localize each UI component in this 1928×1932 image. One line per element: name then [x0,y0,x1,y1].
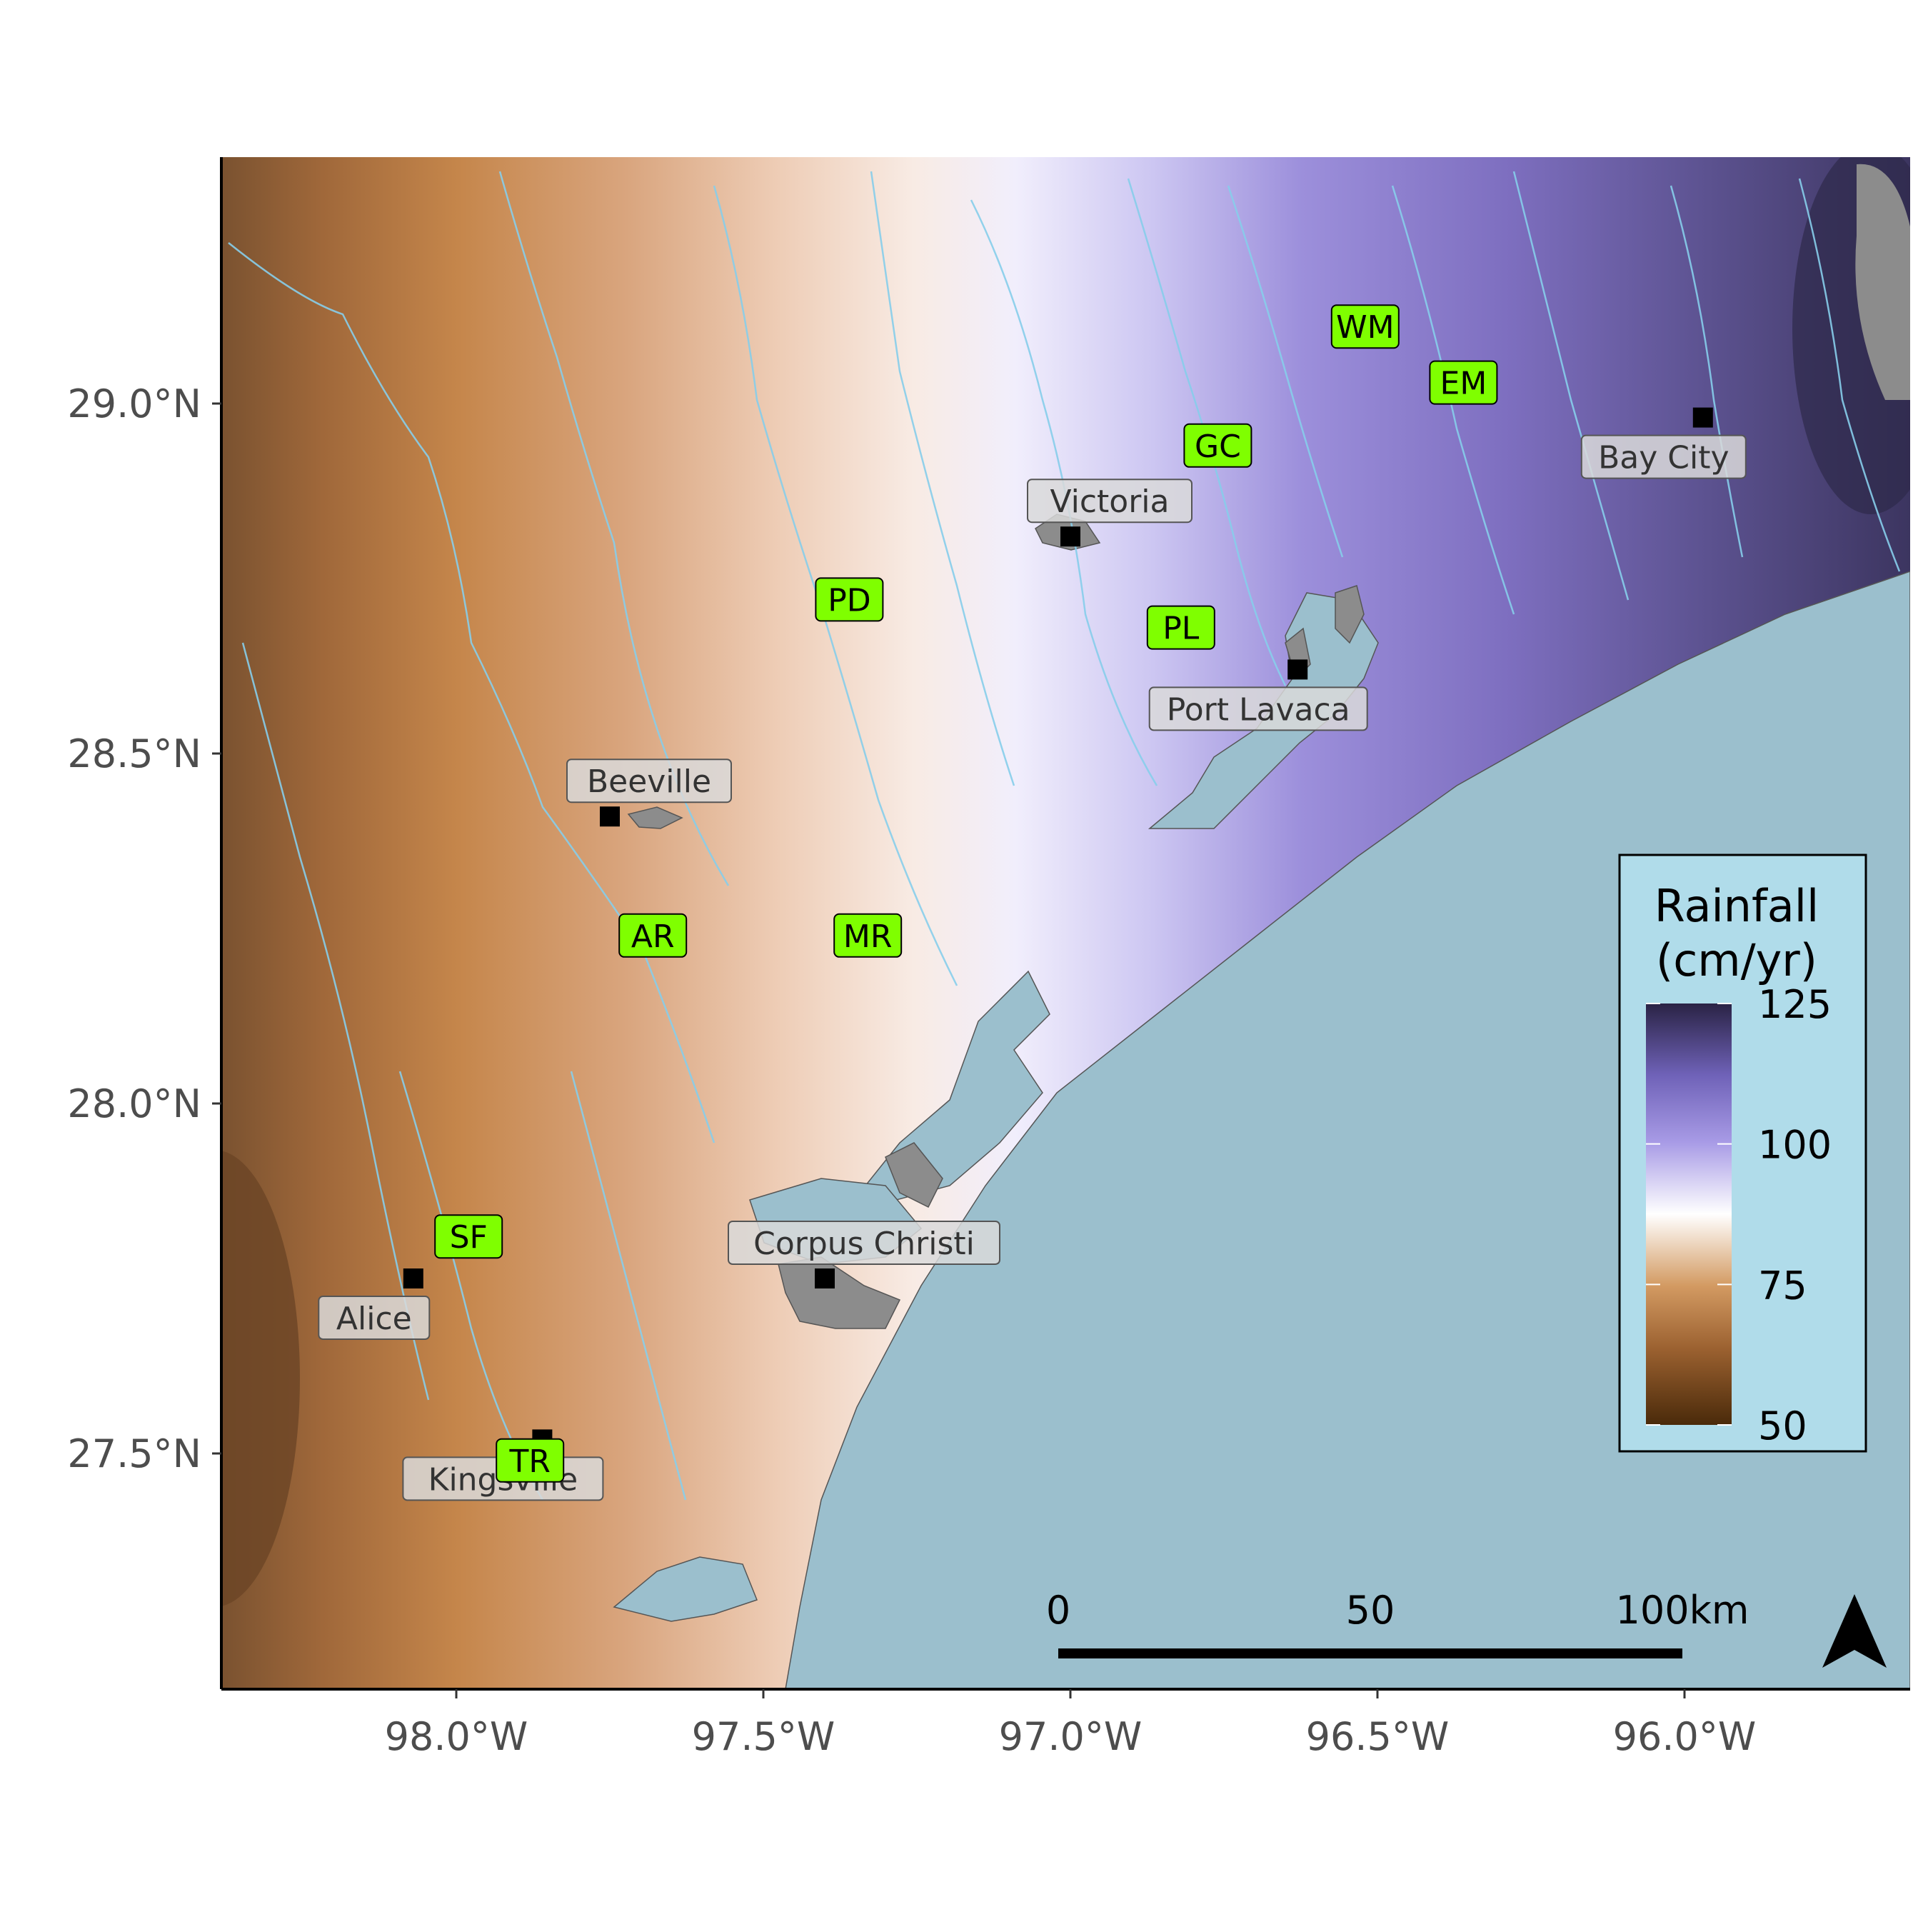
river-network [228,171,1901,1501]
y-tick-label: 28.5°N [67,731,201,776]
city-label: Port Lavaca [1148,686,1368,731]
station-label: PD [815,577,884,622]
station-code: SF [450,1219,488,1256]
city-marker [600,806,620,827]
city-marker [1287,659,1308,680]
station-code: MR [843,919,893,955]
station-label: AR [618,913,688,958]
city-label: Corpus Christi [728,1221,1000,1265]
legend-tick-label: 100 [1758,1123,1832,1168]
x-tick-label: 96.0°W [1613,1714,1757,1759]
legend-colorbar [1646,1003,1732,1425]
bay-water [613,1556,758,1622]
station-label: PL [1146,605,1215,650]
city-name: Corpus Christi [753,1226,975,1262]
urban-area [885,1142,943,1208]
legend-tick-label: 50 [1758,1403,1807,1448]
city-label: Victoria [1027,479,1193,524]
station-code: PL [1163,611,1200,647]
city-marker [1060,526,1080,547]
scale-label-100km: 100km [1616,1588,1749,1633]
city-label: Alice [318,1296,431,1340]
station-code: TR [508,1443,550,1480]
y-axis-ticks: 29.0°N 28.5°N 28.0°N 27.5°N [67,381,221,1476]
legend-tick-label: 125 [1758,982,1832,1027]
station-code: WM [1336,309,1394,346]
station-label: TR [496,1438,565,1483]
station-code: AR [631,919,675,955]
city-marker [403,1268,423,1288]
x-tick-label: 96.5°W [1306,1714,1450,1759]
station-label: SF [434,1214,503,1259]
x-axis-ticks: 98.0°W 97.5°W 97.0°W 96.5°W 96.0°W [385,1689,1757,1759]
legend-title: Rainfall [1655,880,1819,932]
city-label: Bay City [1580,434,1747,479]
station-labels: WM EM GC PD PL AR MR SF TR [434,304,1498,1483]
x-tick-label: 98.0°W [385,1714,528,1759]
y-tick-label: 28.0°N [67,1081,201,1126]
city-marker [815,1268,835,1288]
city-name: Victoria [1050,484,1170,520]
y-tick-label: 27.5°N [67,1431,201,1476]
scale-label-0: 0 [1046,1588,1070,1633]
north-arrow-icon [1822,1594,1887,1668]
city-label: Beeville [566,759,732,804]
station-code: EM [1440,366,1487,402]
city-marker [1692,407,1713,428]
legend-ticks: 125 100 75 50 [1646,982,1832,1448]
x-tick-label: 97.0°W [999,1714,1143,1759]
station-label: GC [1183,423,1252,468]
y-tick-label: 29.0°N [67,381,201,426]
legend-subtitle: (cm/yr) [1656,934,1817,986]
scale-label-50: 50 [1346,1588,1395,1633]
rainfall-legend: Rainfall (cm/yr) 125 100 75 50 [1618,854,1867,1453]
urban-area [778,1256,901,1329]
missing-data-area [1855,164,1910,400]
low-rainfall-zone [221,1151,300,1606]
scale-bar: 0 50 100km [1046,1588,1749,1658]
station-label: MR [833,913,903,958]
station-code: PD [828,582,870,619]
urban-area [627,806,683,829]
city-name: Bay City [1598,440,1729,476]
urban-area [1335,585,1365,644]
station-label: WM [1330,304,1400,349]
legend-tick-label: 75 [1758,1263,1807,1308]
city-name: Beeville [587,764,711,800]
city-name: Port Lavaca [1167,691,1350,728]
station-code: GC [1195,429,1241,465]
x-tick-label: 97.5°W [692,1714,835,1759]
city-name: Alice [336,1301,412,1337]
station-label: EM [1429,360,1498,405]
